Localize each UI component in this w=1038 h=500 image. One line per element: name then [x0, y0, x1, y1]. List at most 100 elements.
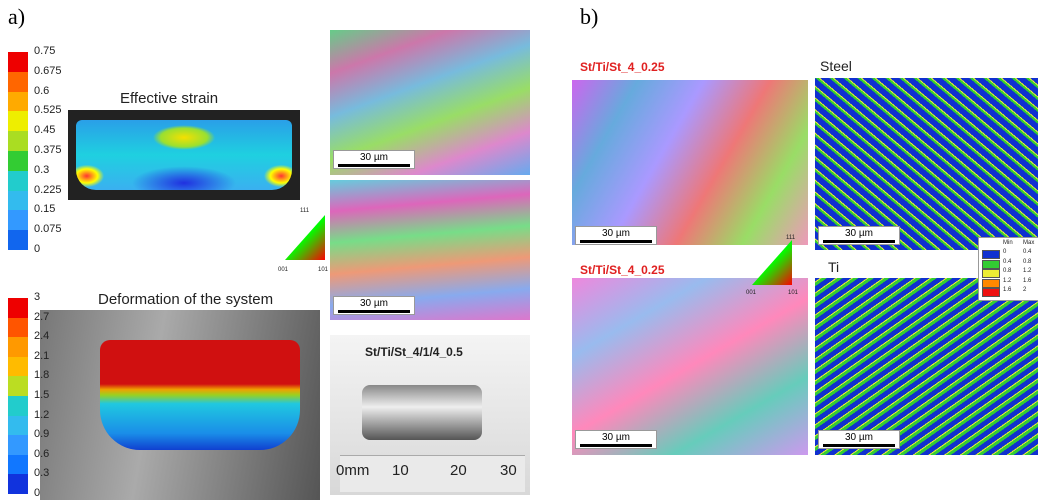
- map-title: Ti: [828, 259, 839, 275]
- colorbar-block: [8, 72, 28, 92]
- legend-value: 0.4: [1003, 259, 1011, 265]
- colorbar-block: [8, 474, 28, 494]
- colorbar-block: [8, 357, 28, 377]
- legend-value: 1.2: [1023, 268, 1031, 274]
- colorbar-label: 0: [34, 487, 40, 499]
- scale-bar: 30 µm: [333, 296, 415, 315]
- legend-swatch: [982, 288, 1000, 297]
- scale-bar: 30 µm: [333, 150, 415, 169]
- scale-bar: 30 µm: [575, 430, 657, 449]
- ruler-label: 0mm: [336, 462, 369, 479]
- colorbar-block: [8, 298, 28, 318]
- ebsd-map: [572, 80, 808, 245]
- colorbar-label: 0.3: [34, 164, 49, 176]
- ruler-label: 20: [450, 462, 467, 479]
- colorbar-block: [8, 376, 28, 396]
- panel-label: b): [580, 4, 598, 30]
- ipf-label: 101: [788, 290, 798, 296]
- colorbar-label: 0.075: [34, 223, 62, 235]
- legend-header: Min: [1003, 240, 1013, 246]
- legend-value: 0.4: [1023, 249, 1031, 255]
- ipf-label: 111: [786, 235, 795, 241]
- ipf-label: 101: [318, 267, 328, 273]
- strain-title: Effective strain: [120, 90, 218, 107]
- colorbar-label: 1.2: [34, 409, 49, 421]
- sample-label: St/Ti/St_4_0.25: [580, 263, 665, 277]
- kam-map: [815, 78, 1038, 250]
- scale-bar-label: 30 µm: [338, 298, 410, 309]
- legend-value: 0: [1003, 249, 1006, 255]
- colorbar-block: [8, 131, 28, 151]
- colorbar-label: 0.9: [34, 428, 49, 440]
- colorbar-label: 1.5: [34, 389, 49, 401]
- legend-value: 1.6: [1023, 278, 1031, 284]
- kam-map: [815, 278, 1038, 455]
- legend-value: 0.8: [1003, 268, 1011, 274]
- legend-value: 0.8: [1023, 259, 1031, 265]
- legend-swatch: [982, 260, 1000, 269]
- colorbar-label: 0.45: [34, 124, 55, 136]
- colorbar-label: 0.3: [34, 467, 49, 479]
- colorbar-block: [8, 92, 28, 112]
- sample-label: St/Ti/St_4/1/4_0.5: [365, 345, 463, 359]
- legend: Min Max 0 0.4 0.4 0.8 0.8 1.2 1.2 1.6 1.6 2: [978, 237, 1038, 301]
- colorbar-label: 0.525: [34, 104, 62, 116]
- legend-header: Max: [1023, 240, 1034, 246]
- ipf-label: 001: [278, 267, 288, 273]
- ebsd-map: [572, 278, 808, 455]
- scale-bar-label: 30 µm: [823, 432, 895, 443]
- colorbar-label: 2.1: [34, 350, 49, 362]
- colorbar-label: 0.6: [34, 448, 49, 460]
- colorbar-label: 0: [34, 243, 40, 255]
- colorbar-block: [8, 210, 28, 230]
- colorbar-label: 2.7: [34, 311, 49, 323]
- colorbar-block: [8, 171, 28, 191]
- colorbar-label: 0.375: [34, 144, 62, 156]
- scale-bar: 30 µm: [818, 226, 900, 245]
- ipf-label: 111: [300, 208, 309, 214]
- strain-map: [68, 110, 300, 200]
- colorbar-block: [8, 416, 28, 436]
- colorbar-block: [8, 111, 28, 131]
- colorbar-label: 1.8: [34, 369, 49, 381]
- colorbar-block: [8, 455, 28, 475]
- scale-bar: 30 µm: [575, 226, 657, 245]
- colorbar-label: 0.675: [34, 65, 62, 77]
- scale-bar-label: 30 µm: [580, 432, 652, 443]
- colorbar-block: [8, 337, 28, 357]
- legend-value: 2: [1023, 287, 1026, 293]
- sample-label: St/Ti/St_4_0.25: [580, 60, 665, 74]
- colorbar-label: 0.15: [34, 203, 55, 215]
- figure: a) b) Effective strain Deformation of th…: [0, 0, 1038, 500]
- ipf-label: 001: [746, 290, 756, 296]
- colorbar-label: 3: [34, 291, 40, 303]
- legend-swatch: [982, 250, 1000, 259]
- colorbar-block: [8, 230, 28, 250]
- colorbar-label: 0.6: [34, 85, 49, 97]
- scale-bar-label: 30 µm: [823, 228, 895, 239]
- scale-bar: 30 µm: [818, 430, 900, 449]
- legend-swatch: [982, 279, 1000, 288]
- colorbar-label: 0.75: [34, 45, 55, 57]
- ruler-label: 30: [500, 462, 517, 479]
- scale-bar-label: 30 µm: [338, 152, 410, 163]
- deformation-render: [40, 310, 320, 500]
- colorbar-block: [8, 151, 28, 171]
- panel-label: a): [8, 4, 25, 30]
- colorbar-label: 2.4: [34, 330, 49, 342]
- legend-value: 1.2: [1003, 278, 1011, 284]
- colorbar-block: [8, 396, 28, 416]
- colorbar-block: [8, 52, 28, 72]
- colorbar-block: [8, 435, 28, 455]
- colorbar-block: [8, 191, 28, 211]
- ipf-triangle: [752, 240, 792, 285]
- colorbar-block: [8, 318, 28, 338]
- colorbar-label: 0.225: [34, 184, 62, 196]
- map-title: Steel: [820, 58, 852, 74]
- ipf-triangle: [285, 215, 325, 260]
- scale-bar-label: 30 µm: [580, 228, 652, 239]
- ruler-label: 10: [392, 462, 409, 479]
- legend-value: 1.6: [1003, 287, 1011, 293]
- legend-swatch: [982, 269, 1000, 278]
- deformation-title: Deformation of the system: [98, 291, 273, 308]
